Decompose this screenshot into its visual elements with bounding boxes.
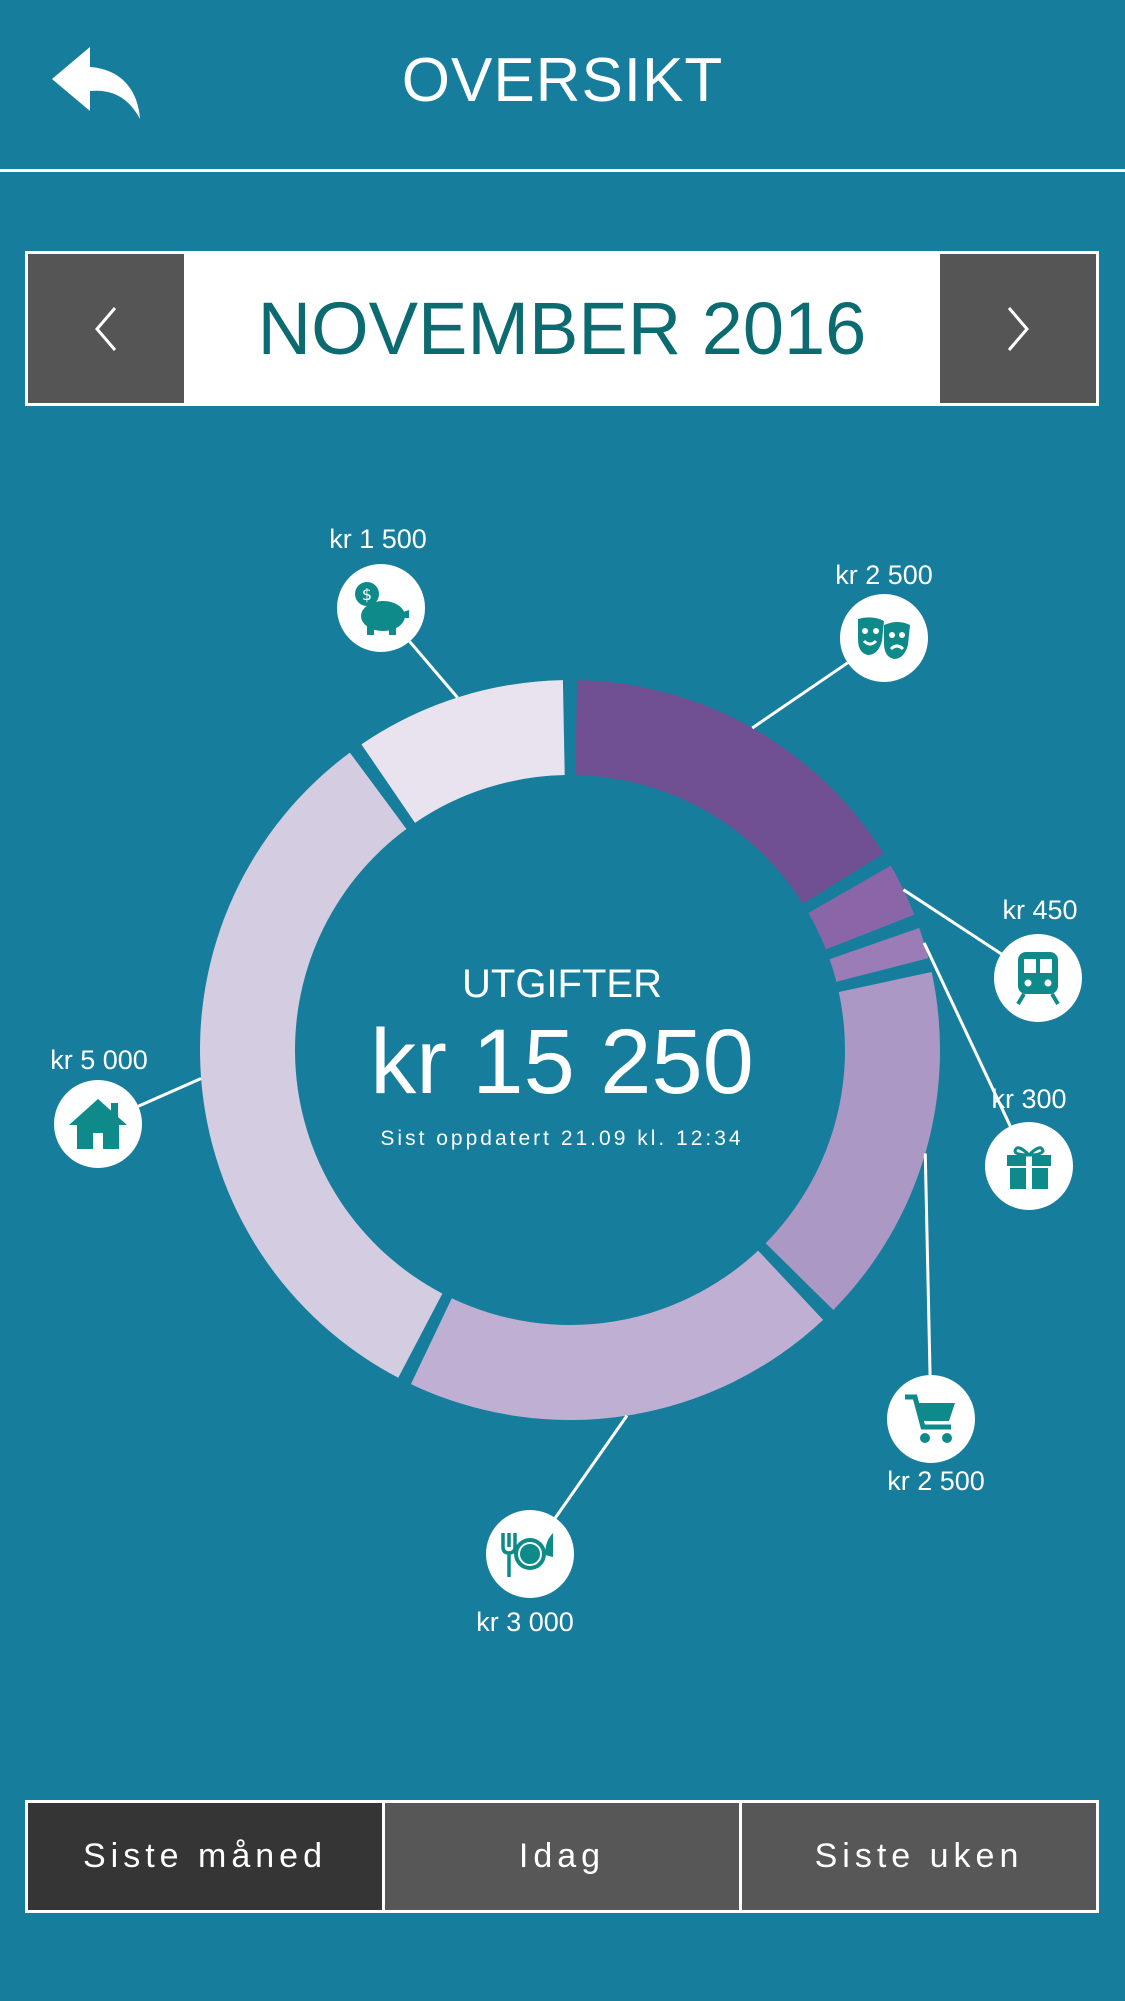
reply-arrow-icon: [52, 47, 140, 119]
month-selector: NOVEMBER 2016: [25, 251, 1099, 406]
chevron-left-icon: [95, 306, 117, 351]
connector-line: [923, 1153, 932, 1376]
tab-today[interactable]: Idag: [382, 1803, 739, 1910]
donut-segment[interactable]: [765, 971, 940, 1310]
category-amount: kr 300: [991, 1084, 1067, 1114]
chevron-right-icon: [1007, 306, 1029, 351]
gift-icon[interactable]: [985, 1122, 1073, 1210]
month-label: NOVEMBER 2016: [257, 287, 867, 370]
previous-month-button[interactable]: [28, 254, 184, 403]
page-title: OVERSIKT: [401, 46, 724, 115]
restaurant-plate-icon[interactable]: [486, 1510, 574, 1598]
expenses-total: kr 15 250: [370, 1011, 754, 1113]
header-divider: [0, 169, 1125, 172]
connector-line: [751, 661, 849, 730]
connector-line: [922, 942, 1012, 1127]
shopping-cart-icon[interactable]: [887, 1375, 975, 1463]
train-icon[interactable]: [994, 934, 1082, 1022]
category-amount: kr 450: [1002, 895, 1078, 925]
last-updated-text: Sist oppdatert 21.09 kl. 12:34: [380, 1127, 744, 1150]
tab-last-month[interactable]: Siste måned: [28, 1803, 382, 1910]
category-amount: kr 3 000: [476, 1607, 574, 1637]
tab-last-week[interactable]: Siste uken: [739, 1803, 1096, 1910]
donut-segment[interactable]: [808, 865, 915, 950]
donut-segment[interactable]: [410, 1250, 824, 1420]
theater-masks-icon[interactable]: [840, 594, 928, 682]
next-month-button[interactable]: [940, 254, 1096, 403]
back-button[interactable]: [50, 45, 145, 125]
category-amount: kr 5 000: [50, 1045, 148, 1075]
connector-line: [137, 1077, 202, 1108]
connector-line: [554, 1414, 629, 1519]
connector-line: [902, 888, 1003, 956]
svg-text:$: $: [362, 585, 372, 604]
category-amount: kr 2 500: [887, 1466, 985, 1496]
donut-segment[interactable]: [829, 927, 929, 982]
period-tabs: Siste måned Idag Siste uken: [25, 1800, 1099, 1913]
expenses-heading: UTGIFTER: [462, 962, 662, 1006]
header-bar: OVERSIKT: [0, 0, 1125, 172]
category-amount: kr 1 500: [329, 524, 427, 554]
donut-segment[interactable]: [199, 752, 443, 1378]
donut-segment[interactable]: [361, 680, 565, 823]
donut-segment[interactable]: [575, 680, 884, 904]
house-icon[interactable]: [54, 1080, 142, 1168]
piggy-bank-icon[interactable]: $: [337, 564, 425, 652]
category-amount: kr 2 500: [835, 560, 933, 590]
connector-line: [408, 640, 459, 699]
